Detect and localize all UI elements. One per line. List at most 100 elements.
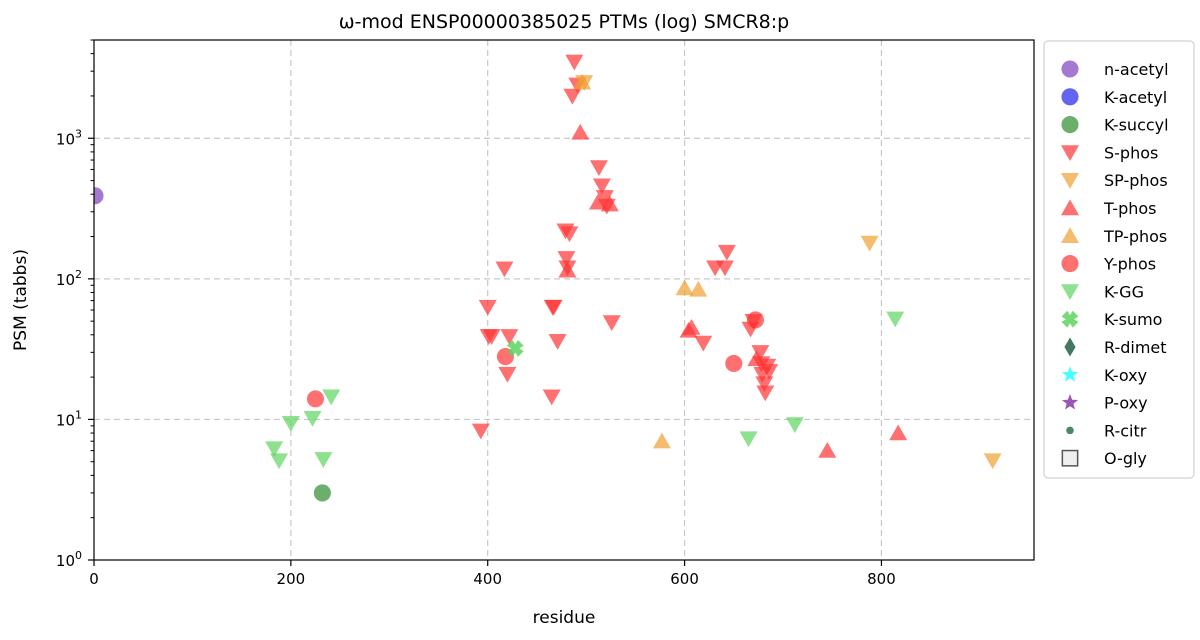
data-point <box>313 484 331 502</box>
data-point <box>558 261 577 278</box>
data-point <box>746 311 764 329</box>
data-point <box>785 417 804 434</box>
data-point <box>886 311 905 328</box>
data-point <box>588 193 607 210</box>
x-tick-label: 600 <box>670 570 699 588</box>
data-point <box>818 442 837 458</box>
data-point <box>548 334 567 350</box>
legend-marker <box>1061 310 1079 328</box>
data-point <box>498 366 517 383</box>
legend-label: SP-phos <box>1104 171 1168 190</box>
data-point <box>265 441 284 458</box>
y-axis-title: PSM (tabbs) <box>11 249 31 351</box>
x-axis-title: residue <box>533 608 596 628</box>
data-point <box>715 260 734 277</box>
legend-label: R-citr <box>1104 421 1147 440</box>
data-point <box>760 364 779 380</box>
data-point <box>560 226 579 243</box>
x-tick-label: 200 <box>277 570 306 588</box>
legend-box <box>1043 40 1195 479</box>
legend-label: P-oxy <box>1104 394 1148 413</box>
legend-marker <box>1061 173 1079 189</box>
legend-marker <box>1061 88 1079 106</box>
legend-marker <box>1061 366 1079 382</box>
data-point <box>860 235 879 252</box>
x-axis: 0 200 400 600 800 <box>89 560 896 588</box>
legend-label: K-oxy <box>1104 366 1147 385</box>
legend-label: T-phos <box>1103 199 1157 218</box>
data-point <box>717 244 736 261</box>
data-point <box>592 178 611 195</box>
data-point <box>563 88 582 105</box>
series-K-succyl <box>313 484 331 502</box>
data-point <box>482 329 501 345</box>
legend-label: K-succyl <box>1104 116 1169 135</box>
legend-label: K-GG <box>1104 282 1144 301</box>
data-point <box>747 350 766 366</box>
legend-label: S-phos <box>1104 143 1158 162</box>
data-point <box>675 279 694 296</box>
chart-title: ω-mod ENSP00000385025 PTMs (log) SMCR8:p <box>339 11 789 33</box>
data-point <box>682 319 701 335</box>
data-point <box>983 453 1002 470</box>
data-point <box>557 251 576 267</box>
data-point <box>755 376 774 393</box>
data-point <box>565 54 584 71</box>
data-point <box>500 329 519 345</box>
data-point <box>756 385 775 402</box>
series-K-sumo <box>506 339 524 357</box>
y-tick-label: 102 <box>56 268 82 289</box>
legend-label: n-acetyl <box>1104 60 1169 79</box>
legend: n-acetyl K-acetyl K-succyl S-phos SP-phos T-p… <box>1043 40 1195 479</box>
x-tick-label: 800 <box>867 570 896 588</box>
data-point <box>589 160 608 176</box>
data-point <box>571 123 590 140</box>
data-point <box>94 187 104 205</box>
legend-label: K-sumo <box>1104 310 1162 329</box>
data-point <box>542 389 561 406</box>
grid-lines <box>94 40 1034 560</box>
legend-marker <box>1064 337 1076 357</box>
series-Y-phos <box>306 311 764 408</box>
legend-marker <box>1061 116 1079 134</box>
data-point <box>303 411 322 427</box>
series-S-phos <box>471 54 779 440</box>
data-point <box>739 431 758 448</box>
data-point <box>600 195 619 212</box>
legend-label: O-gly <box>1104 449 1147 468</box>
plot-frame <box>93 39 1035 561</box>
legend-label: Y-phos <box>1103 255 1156 274</box>
legend-marker <box>1061 255 1079 273</box>
data-point <box>889 424 908 441</box>
data-points <box>94 54 1002 502</box>
y-tick-label: 103 <box>56 127 82 148</box>
y-tick-label: 100 <box>56 549 82 570</box>
data-point <box>652 432 671 449</box>
legend-label: R-dimet <box>1104 338 1167 357</box>
series-n-acetyl <box>94 187 104 205</box>
legend-marker <box>1061 449 1079 467</box>
data-point <box>544 299 563 316</box>
data-point <box>306 390 325 408</box>
data-point <box>595 190 614 206</box>
data-point <box>506 339 524 357</box>
series-K-GG <box>265 311 905 470</box>
data-point <box>270 453 289 470</box>
data-point <box>471 423 490 440</box>
y-tick-label: 101 <box>56 408 82 429</box>
data-point <box>694 335 713 352</box>
data-point <box>751 345 770 361</box>
legend-marker <box>1066 426 1074 435</box>
series-SP-phos <box>575 75 1002 470</box>
data-point <box>495 261 514 278</box>
data-point <box>478 299 497 316</box>
legend-marker <box>1061 227 1079 243</box>
data-point <box>602 315 621 331</box>
legend-marker <box>1061 199 1079 216</box>
legend-label: TP-phos <box>1103 227 1167 246</box>
legend-marker <box>1061 284 1079 300</box>
data-point <box>689 280 708 297</box>
data-point <box>725 354 743 373</box>
legend-marker <box>1061 60 1079 78</box>
